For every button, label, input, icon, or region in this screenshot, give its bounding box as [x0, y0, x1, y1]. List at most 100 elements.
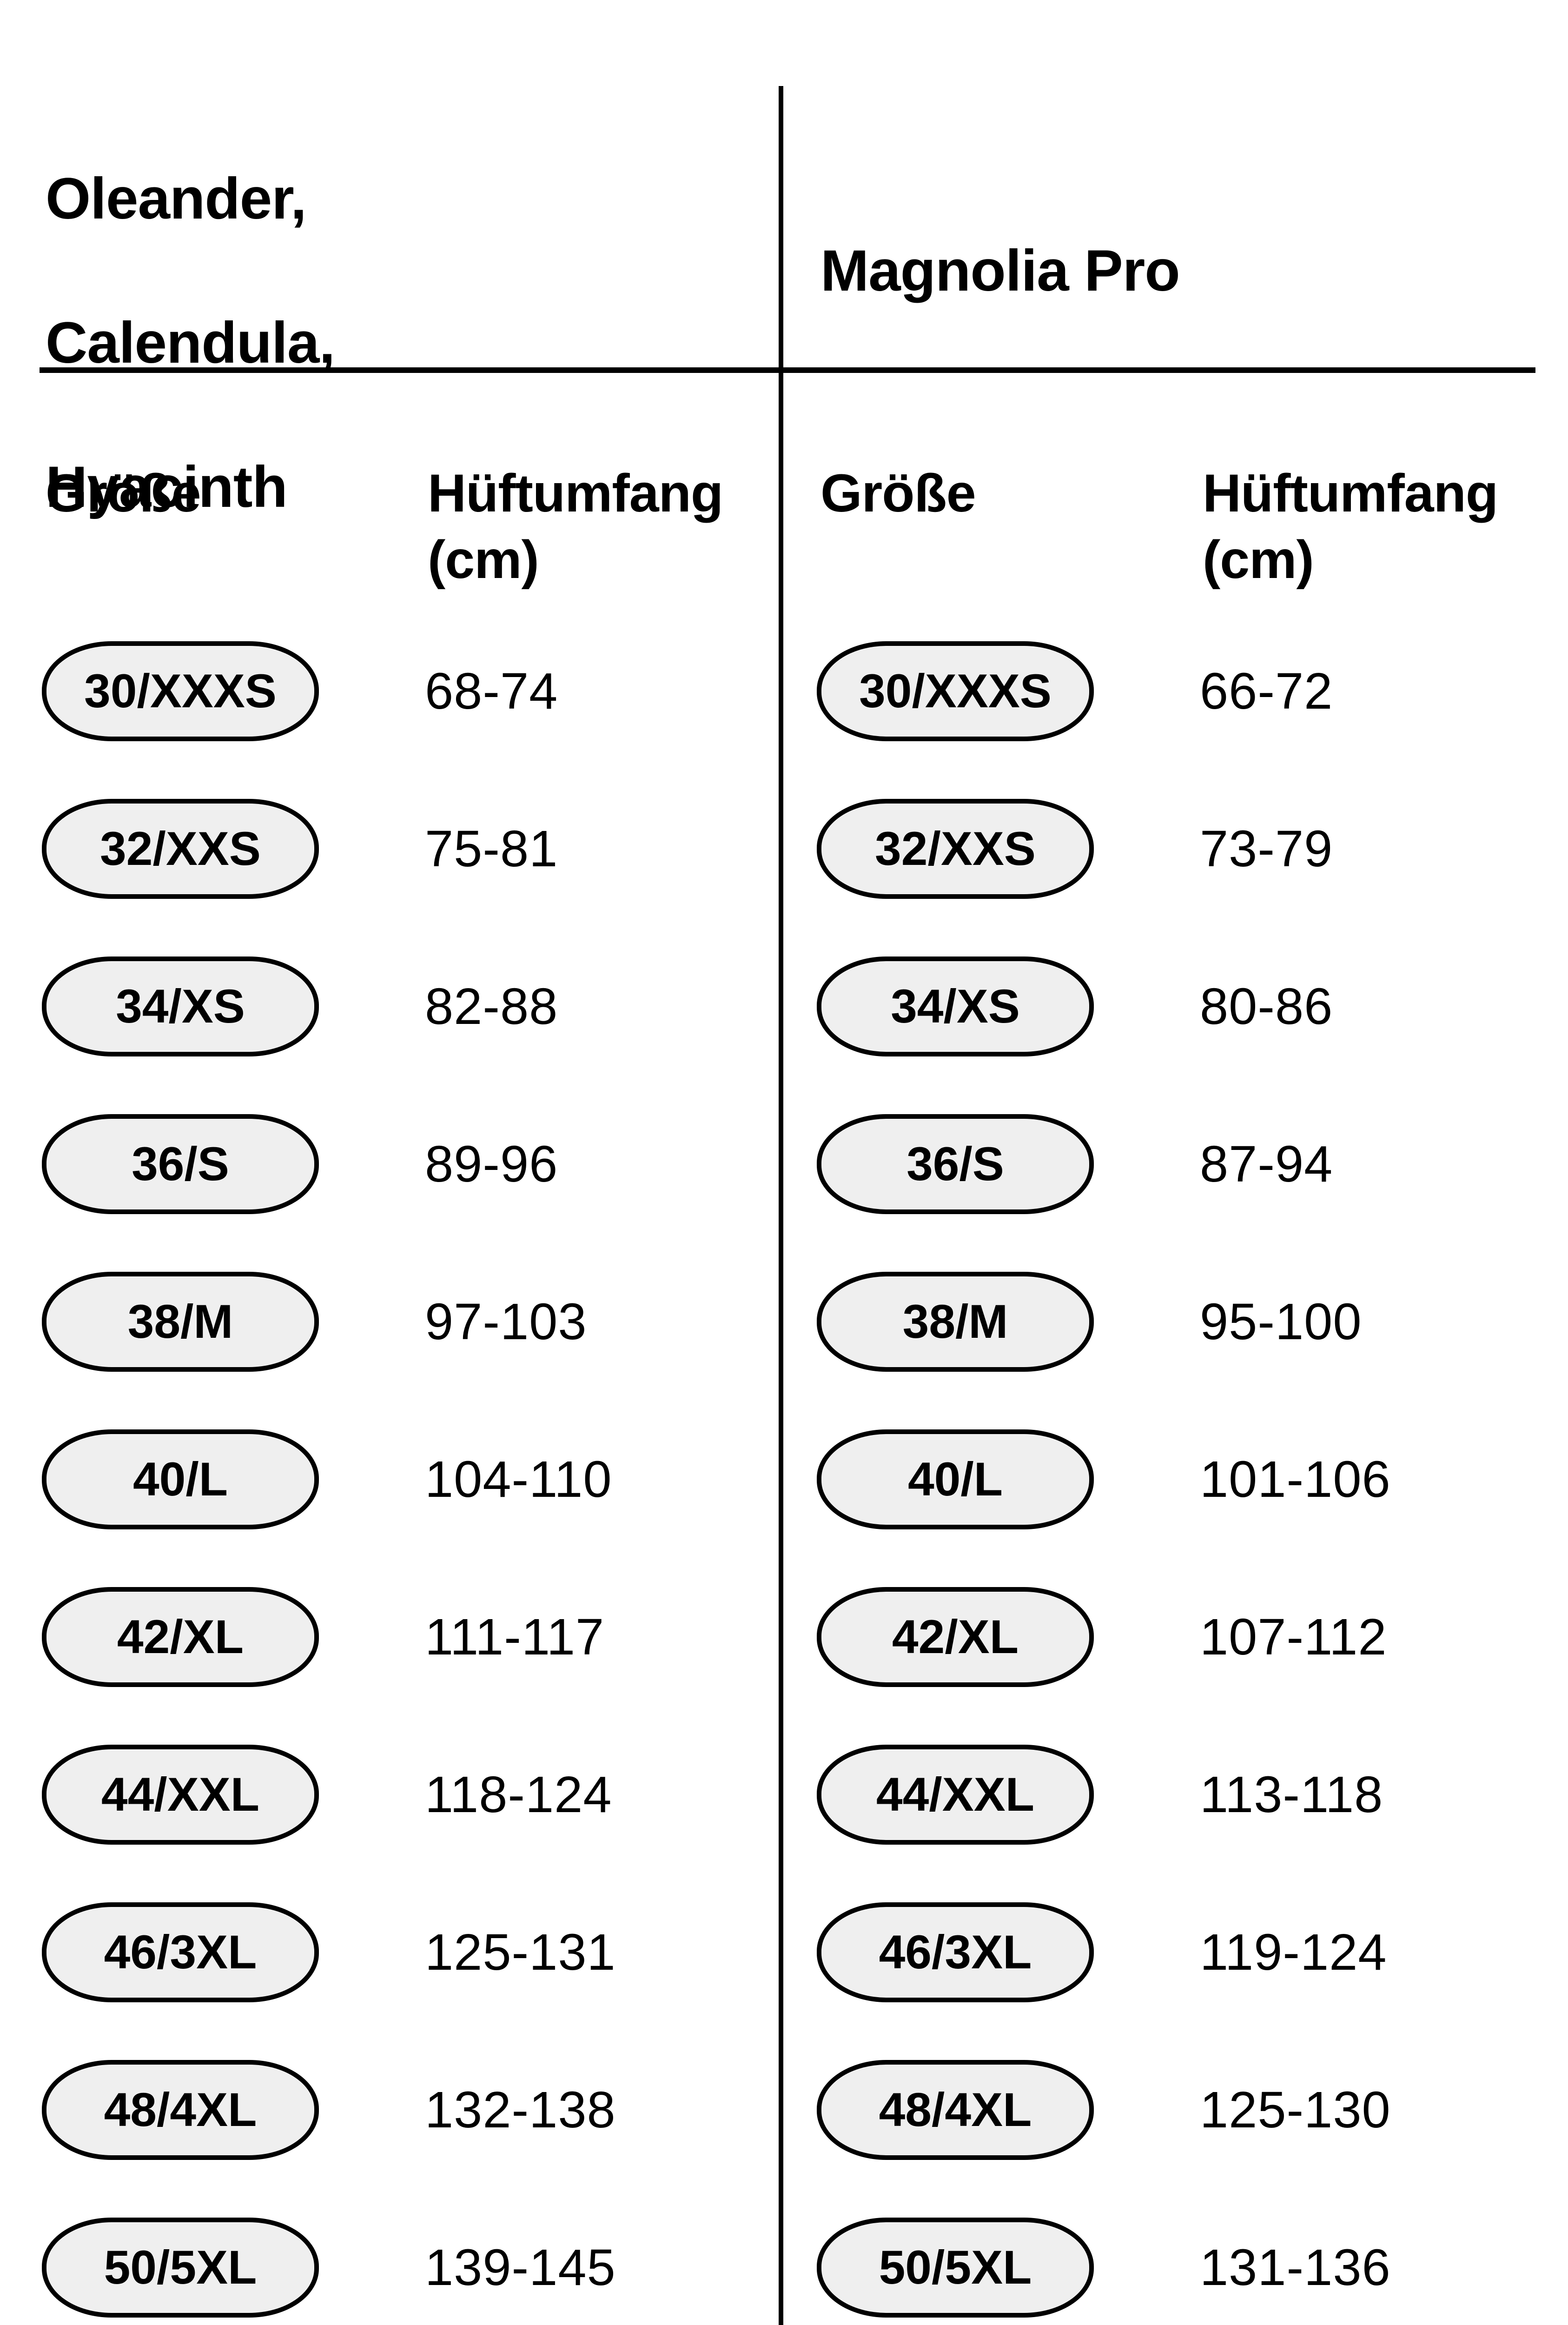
table-row: 34/XS 82-88: [42, 928, 616, 1085]
size-pill-label: 38/M: [127, 1295, 233, 1348]
size-pill-label: 36/S: [132, 1137, 229, 1190]
size-pill-label: 40/L: [132, 1453, 228, 1506]
right-table: Magnolia Pro Größe Hüftumfang (cm) 30/XXX…: [817, 0, 1565, 2325]
size-column-header: Größe: [46, 464, 201, 523]
table-row: 40/L 104-110: [42, 1401, 616, 1558]
table-row: 50/5XL 139-145: [42, 2189, 616, 2325]
left-table: Oleander, Calendula, Hyacinth Größe Hüft…: [42, 0, 767, 2325]
hip-range-value: 107-112: [1200, 1608, 1387, 1666]
hip-range-value: 97-103: [425, 1293, 587, 1350]
size-pill-label: 34/XS: [891, 980, 1020, 1033]
table-row: 40/L 101-106: [817, 1401, 1391, 1558]
hip-range-value: 73-79: [1200, 820, 1333, 877]
size-pill-label: 48/4XL: [104, 2083, 257, 2136]
size-pill: 40/L: [42, 1429, 319, 1529]
table-row: 42/XL 107-112: [817, 1558, 1391, 1716]
hip-range-value: 131-136: [1200, 2239, 1391, 2296]
hip-column-header: Hüftumfang (cm): [428, 460, 723, 593]
size-pill-label: 32/XXS: [100, 822, 261, 875]
size-pill-label: 38/M: [902, 1295, 1008, 1348]
size-pill: 48/4XL: [42, 2060, 319, 2160]
hip-range-value: 68-74: [425, 663, 558, 720]
size-pill-label: 50/5XL: [104, 2241, 257, 2294]
header-rule-line: [40, 367, 1535, 373]
size-pill-label: 40/L: [907, 1453, 1003, 1506]
size-pill-label: 50/5XL: [879, 2241, 1032, 2294]
table-row: 50/5XL 131-136: [817, 2189, 1391, 2325]
table-row: 38/M 95-100: [817, 1243, 1391, 1401]
size-pill: 32/XXS: [817, 799, 1094, 899]
table-row: 32/XXS 75-81: [42, 770, 616, 928]
table-row: 46/3XL 125-131: [42, 1873, 616, 2031]
hip-range-value: 111-117: [425, 1608, 605, 1666]
size-pill: 50/5XL: [817, 2218, 1094, 2318]
table-row: 46/3XL 119-124: [817, 1873, 1391, 2031]
size-pill: 42/XL: [42, 1587, 319, 1687]
size-pill-label: 36/S: [906, 1137, 1004, 1190]
table-row: 48/4XL 125-130: [817, 2031, 1391, 2189]
hip-range-value: 139-145: [425, 2239, 616, 2296]
hip-header-unit: (cm): [428, 530, 539, 590]
hip-header-label: Hüftumfang: [1203, 464, 1498, 523]
table-row: 36/S 89-96: [42, 1085, 616, 1243]
hip-range-value: 113-118: [1200, 1766, 1383, 1823]
size-pill: 46/3XL: [817, 1902, 1094, 2002]
size-pill: 44/XXL: [817, 1745, 1094, 1845]
hip-range-value: 125-131: [425, 1924, 616, 1981]
right-table-title: Magnolia Pro: [820, 163, 1180, 379]
hip-header-label: Hüftumfang: [428, 464, 723, 523]
size-pill: 38/M: [817, 1272, 1094, 1372]
title-line: Hyacinth: [46, 455, 288, 519]
size-pill: 36/S: [42, 1114, 319, 1214]
size-pill-label: 44/XXL: [101, 1768, 260, 1821]
hip-range-value: 118-124: [425, 1766, 612, 1823]
size-pill: 44/XXL: [42, 1745, 319, 1845]
size-pill-label: 44/XXL: [876, 1768, 1035, 1821]
size-pill: 42/XL: [817, 1587, 1094, 1687]
hip-range-value: 104-110: [425, 1451, 612, 1508]
size-pill-label: 42/XL: [892, 1610, 1019, 1663]
hip-column-header: Hüftumfang (cm): [1203, 460, 1498, 593]
left-table-rows: 30/XXXS 68-74 32/XXS 75-81 34/XS 82-88 36/S…: [42, 612, 616, 2325]
title-line: Calendula,: [46, 311, 335, 375]
size-pill: 30/XXXS: [817, 641, 1094, 741]
size-pill-label: 32/XXS: [875, 822, 1036, 875]
table-row: 44/XXL 113-118: [817, 1716, 1391, 1873]
size-pill-label: 46/3XL: [104, 1926, 257, 1979]
size-pill-label: 34/XS: [116, 980, 245, 1033]
hip-range-value: 75-81: [425, 820, 558, 877]
hip-range-value: 95-100: [1200, 1293, 1362, 1350]
table-row: 30/XXXS 68-74: [42, 612, 616, 770]
hip-range-value: 119-124: [1200, 1924, 1387, 1981]
size-pill: 32/XXS: [42, 799, 319, 899]
hip-range-value: 80-86: [1200, 978, 1333, 1035]
size-pill: 30/XXXS: [42, 641, 319, 741]
size-pill: 46/3XL: [42, 1902, 319, 2002]
table-row: 34/XS 80-86: [817, 928, 1391, 1085]
table-row: 36/S 87-94: [817, 1085, 1391, 1243]
size-column-header: Größe: [820, 464, 976, 523]
hip-range-value: 132-138: [425, 2081, 616, 2139]
table-row: 48/4XL 132-138: [42, 2031, 616, 2189]
hip-range-value: 87-94: [1200, 1136, 1333, 1193]
size-pill: 36/S: [817, 1114, 1094, 1214]
size-pill-label: 30/XXXS: [859, 664, 1052, 717]
hip-range-value: 66-72: [1200, 663, 1333, 720]
title-line: Oleander,: [46, 166, 307, 231]
size-pill-label: 48/4XL: [879, 2083, 1032, 2136]
hip-range-value: 125-130: [1200, 2081, 1391, 2139]
size-pill: 40/L: [817, 1429, 1094, 1529]
size-pill-label: 42/XL: [117, 1610, 244, 1663]
table-row: 44/XXL 118-124: [42, 1716, 616, 1873]
hip-header-unit: (cm): [1203, 530, 1314, 590]
right-table-rows: 30/XXXS 66-72 32/XXS 73-79 34/XS 80-86 36/S…: [817, 612, 1391, 2325]
size-pill-label: 46/3XL: [879, 1926, 1032, 1979]
hip-range-value: 89-96: [425, 1136, 558, 1193]
size-pill: 34/XS: [817, 957, 1094, 1056]
size-pill: 48/4XL: [817, 2060, 1094, 2160]
size-pill-label: 30/XXXS: [84, 664, 277, 717]
hip-range-value: 101-106: [1200, 1451, 1391, 1508]
title-line: Magnolia Pro: [820, 239, 1180, 303]
left-table-title: Oleander, Calendula, Hyacinth: [46, 91, 335, 595]
